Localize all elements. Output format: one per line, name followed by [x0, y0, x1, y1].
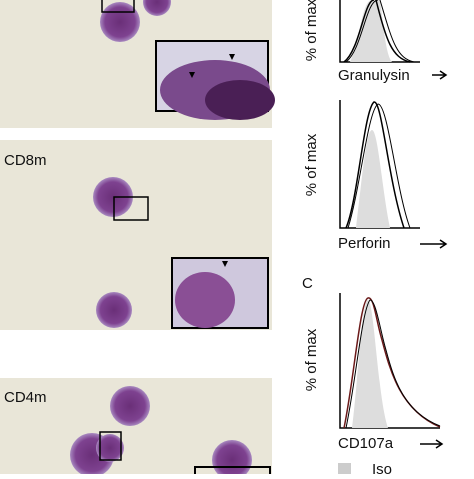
x-axis-label: Perforin [338, 235, 391, 252]
histogram: % of max Granulysin [303, 0, 448, 84]
micrograph [0, 0, 275, 128]
micrograph-label: CD8m [4, 152, 47, 169]
micrograph: CD4m [0, 378, 272, 479]
y-axis-label: % of max [303, 328, 320, 391]
x-axis-label: CD107a [338, 435, 394, 452]
micrograph-label: CD4m [4, 389, 47, 406]
legend: Iso [338, 461, 392, 478]
histogram: % of max Perforin [303, 100, 448, 252]
panel-label: C [302, 275, 313, 292]
y-axis-label: % of max [303, 0, 320, 61]
legend-swatch [338, 463, 351, 476]
y-axis-label: % of max [303, 133, 320, 196]
x-axis-label: Granulysin [338, 67, 410, 84]
legend-label: Iso [372, 461, 392, 474]
histogram: C % of max CD107a [302, 275, 444, 452]
micrograph: CD8m [0, 140, 272, 330]
